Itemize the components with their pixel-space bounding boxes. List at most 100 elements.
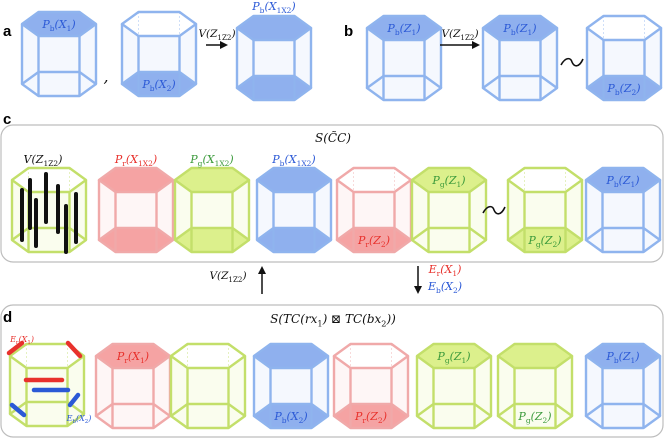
prism-bottom-hex xyxy=(97,226,175,254)
prism-top-hex xyxy=(365,14,443,42)
arrow-head xyxy=(220,41,228,49)
panel-c-prism-b xyxy=(255,166,333,254)
panel-letter-a: a xyxy=(3,23,12,40)
prism-bottom-hex xyxy=(235,74,313,102)
tilde-glyph xyxy=(560,57,584,67)
prism-top-hex xyxy=(8,342,86,370)
prism-top-label: Pg​(Z1​) xyxy=(431,174,465,189)
panel-b-prism-1 xyxy=(365,14,443,102)
panel-c-prism-b2 xyxy=(584,166,662,254)
prism-bottom-label: Pb​(Z2​) xyxy=(606,82,640,97)
panel-d-prism-g2 xyxy=(415,342,493,430)
arrow-down-label-2: Eb​(X2​) xyxy=(427,280,462,295)
prism-top-hex xyxy=(252,342,330,370)
prism-top-hex xyxy=(335,166,413,194)
panel-c-header-v: V(Z1Z​2​) xyxy=(24,153,63,168)
prism-side-face xyxy=(367,28,441,100)
tilde-glyph xyxy=(482,205,506,215)
prism-top-label: Pr​(X1​) xyxy=(116,350,149,365)
panel-d-prism-g3 xyxy=(496,342,574,430)
arrow-head xyxy=(472,41,480,49)
prism-top-hex xyxy=(169,342,247,370)
prism-side-face xyxy=(417,356,491,428)
panel-d-title: S(TC(rx1​) ⊠ TC(bx2​)) xyxy=(270,312,396,328)
panel-d-blue-bar-1 xyxy=(9,402,27,418)
prism-bottom-hex xyxy=(173,226,251,254)
panel-c-prism-g3 xyxy=(506,166,584,254)
prism-side-face xyxy=(171,356,245,428)
panel-d-prism-b2 xyxy=(584,342,662,430)
panel-c-header-b: Pb​(X1X​2​) xyxy=(271,153,315,168)
panel-a-prism-1 xyxy=(20,10,98,98)
prism-top-hex xyxy=(415,342,493,370)
prism-top-hex xyxy=(235,14,313,42)
panel-d-frame xyxy=(0,304,664,438)
prism-side-face xyxy=(483,28,557,100)
arrow-head xyxy=(258,266,266,274)
prism-top-hex xyxy=(20,10,98,38)
arrow-up xyxy=(258,266,266,294)
prism-top-hex xyxy=(506,166,584,194)
prism-top-label: Pg​(Z1​) xyxy=(436,350,470,365)
panel-c-prism-g xyxy=(173,166,251,254)
prism-top-hex xyxy=(332,342,410,370)
arrow-head xyxy=(414,286,422,294)
arrow-down-label-1: Er​(X1​) xyxy=(428,263,462,278)
panel-d-prism-b1 xyxy=(252,342,330,430)
arrow-up-label: V(Z1Z​2​) xyxy=(209,270,246,284)
panel-c-header-g: Pg​(X1X​2​) xyxy=(189,153,233,168)
prism-top-label: Pb​(X1​) xyxy=(41,18,75,33)
panel-a-separator: , xyxy=(103,67,108,86)
panel-d-eb-label: Eb​(X2​) xyxy=(66,414,92,425)
prism-top-hex xyxy=(481,14,559,42)
prism-top-hex xyxy=(97,166,175,194)
panel-a-prism-3 xyxy=(235,14,313,102)
prism-bottom-label: Pg​(Z2​) xyxy=(517,410,551,425)
prism-side-face xyxy=(22,24,96,96)
arrow-down xyxy=(414,266,422,294)
panel-d-red-bar-1 xyxy=(65,340,83,359)
prism-top-hex xyxy=(173,166,251,194)
prism-top-hex xyxy=(584,342,662,370)
panel-c-prism-r xyxy=(97,166,175,254)
overlay-layer xyxy=(6,41,584,418)
panel-d-red-bar-0 xyxy=(6,340,25,356)
prism-top-label: Pb​(Z1​) xyxy=(605,174,639,189)
prism-top-hex xyxy=(496,342,574,370)
prism-top-hex xyxy=(584,166,662,194)
prism-bottom-label: Pr​(Z2​) xyxy=(357,234,390,249)
prism-side-face xyxy=(586,180,660,252)
prism-side-face xyxy=(498,356,572,428)
label-layer: Pb​(X1​), Pb​(X2​) V(Z1Z​2​) Pb​(X1X​2​) Pb​… xyxy=(9,0,641,425)
panel-d-prism-g1 xyxy=(169,342,247,430)
prism-top-label: Pb​(Z1​) xyxy=(386,22,420,37)
prism-top-label: Pb​(Z1​) xyxy=(605,350,639,365)
prism-bottom-label: Pg​(Z2​) xyxy=(527,234,561,249)
prism-layer xyxy=(8,10,663,430)
panel-b-prism-3 xyxy=(585,14,663,102)
prism-top-hex xyxy=(410,166,488,194)
prism-top-hex xyxy=(585,14,663,42)
panel-a-prism-2 xyxy=(120,10,198,98)
panel-c-prism-g2 xyxy=(410,166,488,254)
panel-b-prism-2 xyxy=(481,14,559,102)
prism-top-hex xyxy=(120,10,198,38)
panel-letter-b: b xyxy=(344,23,353,40)
panel-b-arrow xyxy=(440,41,480,49)
panel-b-arrow-label: V(Z1Z​2​) xyxy=(441,28,478,42)
panel-b-equiv xyxy=(560,57,584,67)
panel-d-blue-bar-2 xyxy=(67,392,81,408)
panel-a-result-label: Pb​(X1X​2​) xyxy=(251,0,295,15)
panel-c-frame xyxy=(0,124,664,263)
prism-top-label: Pb​(Z1​) xyxy=(502,22,536,37)
panel-letter-d: d xyxy=(3,309,12,326)
panel-c-equiv xyxy=(482,205,506,215)
prism-bottom-label: Pb​(X2​) xyxy=(273,410,307,425)
prism-bottom-label: Pr​(Z2​) xyxy=(354,410,387,425)
panel-a-arrow xyxy=(206,41,228,49)
panel-d-prism-r2 xyxy=(332,342,410,430)
prism-bottom-label: Pb​(X2​) xyxy=(141,78,175,93)
panel-c-prism-r2 xyxy=(335,166,413,254)
